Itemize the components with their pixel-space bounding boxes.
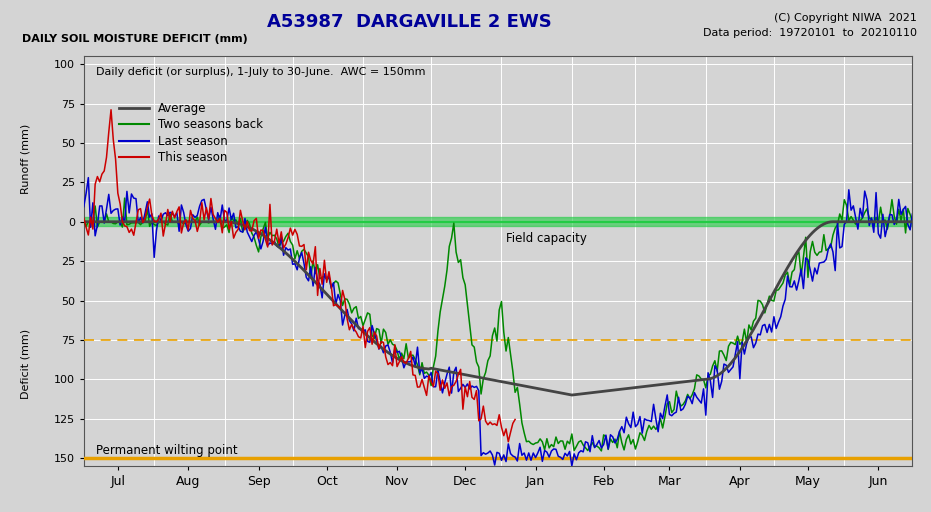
Text: (C) Copyright NIWA  2021: (C) Copyright NIWA 2021 [775, 13, 917, 23]
Text: Deficit (mm): Deficit (mm) [20, 329, 31, 398]
Bar [84, 217, 912, 226]
Text: A53987  DARGAVILLE 2 EWS: A53987 DARGAVILLE 2 EWS [267, 13, 552, 31]
Text: DAILY SOIL MOISTURE DEFICIT (mm): DAILY SOIL MOISTURE DEFICIT (mm) [21, 34, 248, 44]
Text: Field capacity: Field capacity [506, 232, 587, 245]
Text: Daily deficit (or surplus), 1-July to 30-June.  AWC = 150mm: Daily deficit (or surplus), 1-July to 30… [96, 67, 425, 77]
Text: Runoff (mm): Runoff (mm) [20, 123, 31, 194]
Legend: Average, Two seasons back, Last season, This season: Average, Two seasons back, Last season, … [115, 97, 268, 169]
Text: Permanent wilting point: Permanent wilting point [96, 444, 237, 457]
Text: Data period:  19720101  to  20210110: Data period: 19720101 to 20210110 [703, 28, 917, 38]
